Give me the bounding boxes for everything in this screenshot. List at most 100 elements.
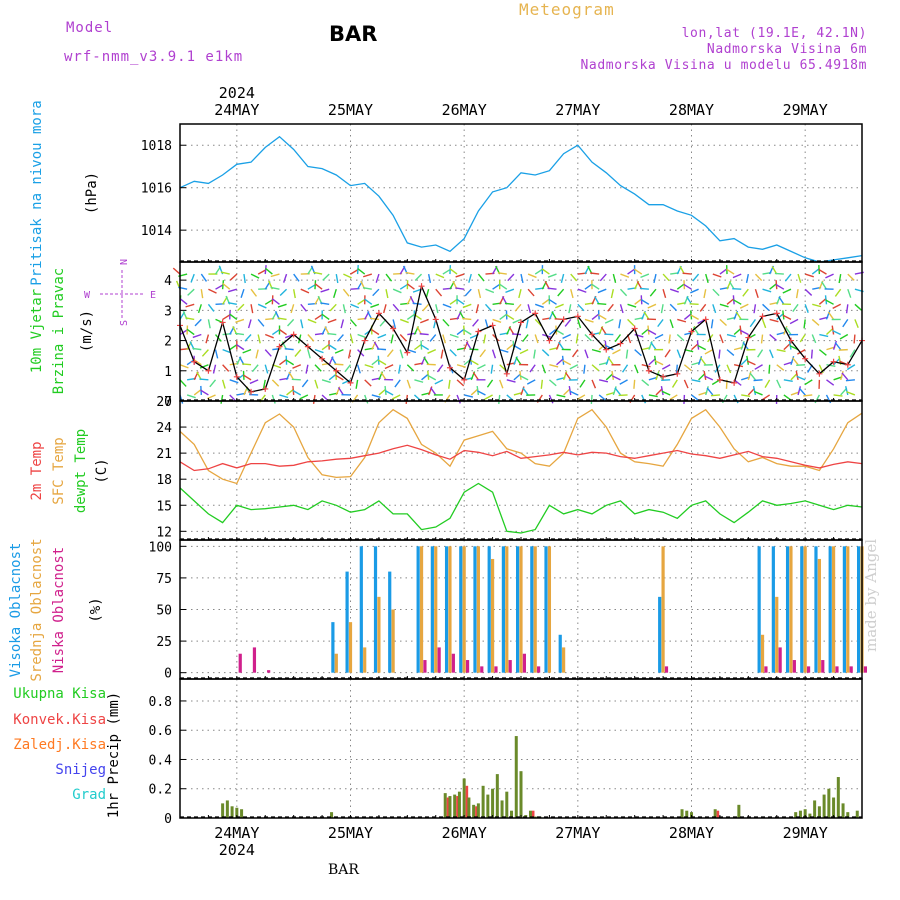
wind-point-marker xyxy=(631,325,638,332)
wind-arrow xyxy=(380,371,387,381)
y-tick-label: 1018 xyxy=(141,139,172,154)
temp-axis-label-1: 2m Temp xyxy=(29,441,45,500)
wind-arrow xyxy=(570,273,578,282)
wind-arrow xyxy=(477,390,486,396)
wind-arrow xyxy=(515,356,522,366)
wind-arrow xyxy=(754,364,763,370)
wind-arrow xyxy=(470,359,479,366)
low-cloud-bar xyxy=(821,660,825,673)
wind-arrow xyxy=(497,272,507,275)
wind-arrow xyxy=(791,357,799,366)
wind-arrow xyxy=(328,344,337,351)
wind-arrow xyxy=(397,364,401,374)
precip-legend-1: Konvek.Kisa xyxy=(13,712,106,728)
wind-arrow xyxy=(435,304,439,314)
total-rain-bar xyxy=(846,812,850,818)
convective-rain-bar xyxy=(475,806,478,818)
wind-arrow xyxy=(732,287,742,290)
temp-axis-label-2: SFC Temp xyxy=(51,437,67,504)
wind-arrow xyxy=(440,349,444,359)
total-rain-bar xyxy=(685,810,689,818)
wind-arrow xyxy=(335,374,344,381)
wind-arrow xyxy=(364,394,369,404)
wind-arrow xyxy=(314,313,323,320)
wind-arrow xyxy=(657,318,664,328)
wind-arrow xyxy=(212,364,217,374)
wind-arrow xyxy=(641,379,650,387)
wind-arrow xyxy=(533,349,536,359)
wind-arrow xyxy=(505,313,515,321)
wind-arrow xyxy=(854,319,859,329)
wind-arrow xyxy=(548,394,554,404)
low-cloud-bar xyxy=(451,653,455,673)
wind-arrow xyxy=(691,394,700,401)
y-tick-label: 2 xyxy=(164,335,172,350)
wind-arrow xyxy=(774,272,784,275)
wind-arrow xyxy=(620,273,630,278)
wind-point-marker xyxy=(645,367,652,374)
wind-arrow xyxy=(222,348,232,354)
wind-arrow xyxy=(378,388,387,396)
wind-arrow xyxy=(598,379,609,383)
wind-arrow xyxy=(344,364,352,373)
wind-arrow xyxy=(698,373,706,381)
wind-arrow xyxy=(499,348,509,353)
total-rain-bar xyxy=(491,788,495,818)
total-rain-bar xyxy=(230,806,234,818)
y-tick-label: 21 xyxy=(156,447,172,462)
compass-w: W xyxy=(84,290,91,301)
wind-arrow xyxy=(811,267,820,275)
wind-arrow xyxy=(619,304,624,314)
wind-arrow xyxy=(278,328,287,336)
wind-point-marker xyxy=(759,313,766,320)
mid-cloud-bar xyxy=(817,558,821,673)
wind-arrow xyxy=(192,333,202,339)
wind-arrow xyxy=(526,379,536,385)
wind-arrow xyxy=(761,319,767,329)
wind-arrow xyxy=(331,356,337,366)
wind-arrow xyxy=(222,314,231,321)
wind-arrow xyxy=(584,349,589,359)
pressure-line xyxy=(179,135,863,263)
y-tick-label: 4 xyxy=(164,274,172,289)
wind-arrow xyxy=(733,299,742,305)
wind-arrow xyxy=(610,289,615,299)
wind-point-marker xyxy=(688,328,695,335)
wind-arrow xyxy=(590,394,593,404)
wind-point-marker xyxy=(290,331,297,338)
wind-point-marker xyxy=(702,316,709,323)
wind-arrow xyxy=(811,334,817,344)
wind-arrow xyxy=(845,379,855,382)
wind-arrow xyxy=(782,314,792,321)
wind-arrow xyxy=(605,344,614,351)
wind-arrow xyxy=(726,364,732,374)
wind-arrow xyxy=(425,289,430,299)
wind-arrow xyxy=(577,319,582,329)
low-cloud-bar xyxy=(437,647,441,673)
wind-arrow xyxy=(333,288,337,299)
wind-arrow xyxy=(690,314,699,321)
wind-arrow xyxy=(235,318,245,323)
wind-arrow xyxy=(414,343,422,351)
model-elevation-label: Nadmorska Visina u modelu 65.4918m xyxy=(580,58,867,73)
wind-arrow xyxy=(832,303,842,310)
wind-arrow xyxy=(776,379,782,389)
wind-arrow xyxy=(753,304,757,314)
wind-arrow xyxy=(548,379,557,387)
wind-arrow xyxy=(534,303,544,308)
wind-arrow xyxy=(264,364,269,374)
wind-arrow xyxy=(556,394,566,398)
wind-arrow xyxy=(504,302,514,306)
wind-arrow xyxy=(371,328,380,336)
wind-arrow xyxy=(251,364,259,373)
total-rain-bar xyxy=(505,791,509,818)
wind-arrow xyxy=(607,303,614,312)
wind-arrow xyxy=(826,327,834,336)
wind-arrow xyxy=(846,391,856,396)
wind-arrow xyxy=(394,379,401,388)
wind-arrow xyxy=(334,363,344,366)
x-tick-label-top: 24MAY xyxy=(214,101,259,119)
wind-arrow xyxy=(506,343,515,351)
wind-point-marker xyxy=(731,379,738,386)
wind-arrow xyxy=(442,334,447,344)
